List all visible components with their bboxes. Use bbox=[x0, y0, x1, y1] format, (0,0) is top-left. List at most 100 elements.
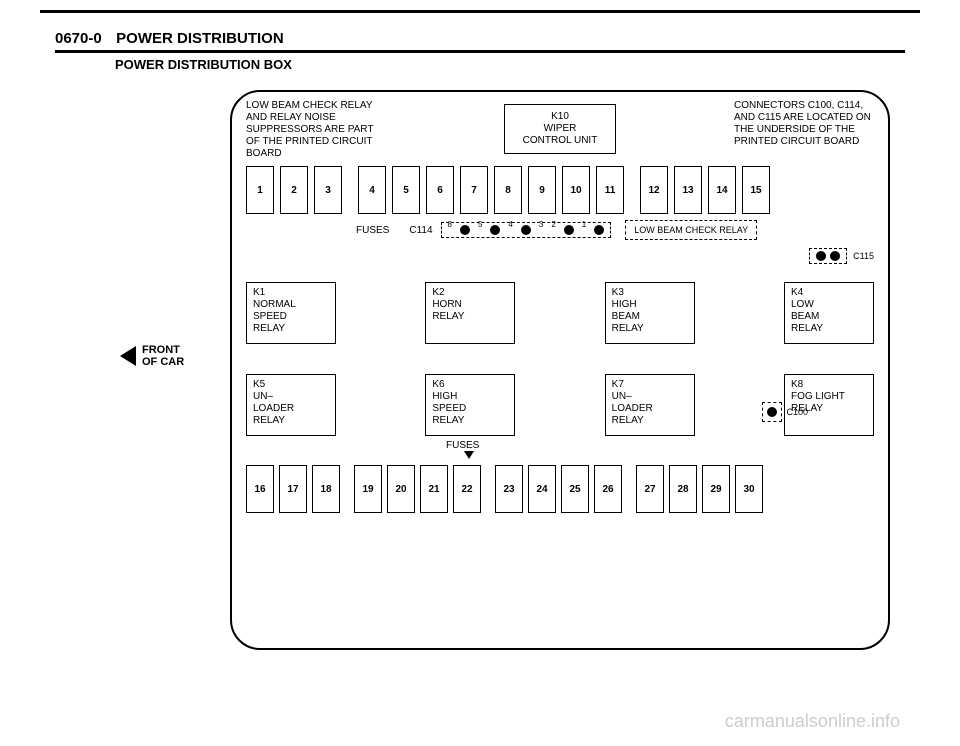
relay-l1: HIGH bbox=[432, 391, 508, 403]
k10-l1: WIPER bbox=[523, 123, 598, 135]
c115-label: C115 bbox=[853, 251, 874, 261]
relay-l1: UN– bbox=[253, 391, 329, 403]
relay-k2: K2 HORN RELAY bbox=[425, 282, 515, 344]
fuses-label-2: FUSES bbox=[446, 440, 874, 451]
relay-l2: RELAY bbox=[432, 311, 508, 323]
pin-dot-icon bbox=[564, 225, 574, 235]
fuse-10: 10 bbox=[562, 166, 590, 214]
c114-pin-5: 5 bbox=[478, 220, 482, 229]
fuse-8: 8 bbox=[494, 166, 522, 214]
fuse-9: 9 bbox=[528, 166, 556, 214]
fuse-16: 16 bbox=[246, 465, 274, 513]
relay-k1: K1 NORMAL SPEED RELAY bbox=[246, 282, 336, 344]
relay-l2: SPEED bbox=[432, 403, 508, 415]
fuse-24: 24 bbox=[528, 465, 556, 513]
pin-dot-icon bbox=[594, 225, 604, 235]
bottom-fuses-row: 16 17 18 19 20 21 22 23 24 25 26 27 28 2… bbox=[246, 465, 874, 513]
relay-k5: K5 UN– LOADER RELAY bbox=[246, 374, 336, 436]
relay-row-1: K1 NORMAL SPEED RELAY K2 HORN RELAY K3 H… bbox=[246, 282, 874, 344]
relay-k3: K3 HIGH BEAM RELAY bbox=[605, 282, 695, 344]
pin-dot-icon bbox=[830, 251, 840, 261]
relay-code: K1 bbox=[253, 287, 329, 299]
of-car-text: OF CAR bbox=[142, 356, 184, 368]
relay-l3: RELAY bbox=[612, 415, 688, 427]
c100-connector bbox=[762, 402, 782, 422]
relay-l3: RELAY bbox=[253, 415, 329, 427]
left-arrow-icon bbox=[120, 346, 136, 366]
low-beam-check-relay: LOW BEAM CHECK RELAY bbox=[625, 220, 757, 240]
c100-label: C100 bbox=[786, 407, 808, 417]
fuse-26: 26 bbox=[594, 465, 622, 513]
relay-l2: LOADER bbox=[253, 403, 329, 415]
page-header: 0670-0 POWER DISTRIBUTION POWER DISTRIBU… bbox=[55, 30, 905, 72]
fuses-label: FUSES bbox=[356, 225, 389, 236]
relay-code: K3 bbox=[612, 287, 688, 299]
relay-code: K7 bbox=[612, 379, 688, 391]
fuse-6: 6 bbox=[426, 166, 454, 214]
relay-code: K4 bbox=[791, 287, 867, 299]
fuse-3: 3 bbox=[314, 166, 342, 214]
c114-pin-8: 8 bbox=[448, 220, 452, 229]
relay-l3: RELAY bbox=[791, 323, 867, 335]
fuse-27: 27 bbox=[636, 465, 664, 513]
section-code: 0670-0 bbox=[55, 30, 102, 47]
top-left-note: LOW BEAM CHECK RELAY AND RELAY NOISE SUP… bbox=[246, 100, 386, 160]
k10-box: K10 WIPER CONTROL UNIT bbox=[504, 104, 617, 154]
relay-l2: SPEED bbox=[253, 311, 329, 323]
top-right-note: CONNECTORS C100, C114, AND C115 ARE LOCA… bbox=[734, 100, 874, 148]
down-arrow-icon bbox=[464, 451, 474, 459]
fuse-19: 19 bbox=[354, 465, 382, 513]
fuse-14: 14 bbox=[708, 166, 736, 214]
top-fuses-row: 1 2 3 4 5 6 7 8 9 10 11 12 13 14 15 bbox=[246, 166, 874, 214]
relay-l3: RELAY bbox=[612, 323, 688, 335]
fuse-20: 20 bbox=[387, 465, 415, 513]
fuse-22: 22 bbox=[453, 465, 481, 513]
pin-dot-icon bbox=[816, 251, 826, 261]
fuse-28: 28 bbox=[669, 465, 697, 513]
relay-l1: HIGH bbox=[612, 299, 688, 311]
relay-l3: RELAY bbox=[253, 323, 329, 335]
top-notes-row: LOW BEAM CHECK RELAY AND RELAY NOISE SUP… bbox=[246, 100, 874, 160]
fuse-25: 25 bbox=[561, 465, 589, 513]
section-title: POWER DISTRIBUTION bbox=[116, 30, 284, 47]
pin-dot-icon bbox=[460, 225, 470, 235]
pin-dot-icon bbox=[490, 225, 500, 235]
page-top-rule bbox=[40, 10, 920, 13]
fuses-label-row: FUSES C114 8 5 4 3 2 1 LOW BEAM CHECK RE… bbox=[246, 220, 874, 240]
relay-code: K5 bbox=[253, 379, 329, 391]
relay-l2: LOADER bbox=[612, 403, 688, 415]
fuse-11: 11 bbox=[596, 166, 624, 214]
fuse-23: 23 bbox=[495, 465, 523, 513]
k10-code: K10 bbox=[523, 111, 598, 123]
relay-l1: UN– bbox=[612, 391, 688, 403]
relay-l1: LOW bbox=[791, 299, 867, 311]
c115-row: C115 bbox=[246, 248, 874, 264]
front-text: FRONT bbox=[142, 344, 184, 356]
c114-pin-2: 2 bbox=[551, 220, 555, 229]
pin-dot-icon bbox=[767, 407, 777, 417]
fuse-4: 4 bbox=[358, 166, 386, 214]
relay-code: K8 bbox=[791, 379, 867, 391]
fuse-1: 1 bbox=[246, 166, 274, 214]
relay-l1: NORMAL bbox=[253, 299, 329, 311]
fuse-13: 13 bbox=[674, 166, 702, 214]
relay-k4: K4 LOW BEAM RELAY bbox=[784, 282, 874, 344]
fuse-17: 17 bbox=[279, 465, 307, 513]
fuse-7: 7 bbox=[460, 166, 488, 214]
fuse-21: 21 bbox=[420, 465, 448, 513]
fuse-29: 29 bbox=[702, 465, 730, 513]
relay-code: K6 bbox=[432, 379, 508, 391]
relay-l1: HORN bbox=[432, 299, 508, 311]
pin-dot-icon bbox=[521, 225, 531, 235]
header-underline bbox=[55, 50, 905, 53]
c114-pin-1: 1 bbox=[582, 220, 586, 229]
fuse-2: 2 bbox=[280, 166, 308, 214]
fuse-15: 15 bbox=[742, 166, 770, 214]
relay-l2: BEAM bbox=[612, 311, 688, 323]
relay-l3: RELAY bbox=[432, 415, 508, 427]
fuse-30: 30 bbox=[735, 465, 763, 513]
relay-l2: BEAM bbox=[791, 311, 867, 323]
relay-code: K2 bbox=[432, 287, 508, 299]
c114-pin-3: 3 bbox=[539, 220, 543, 229]
c115-connector bbox=[809, 248, 847, 264]
